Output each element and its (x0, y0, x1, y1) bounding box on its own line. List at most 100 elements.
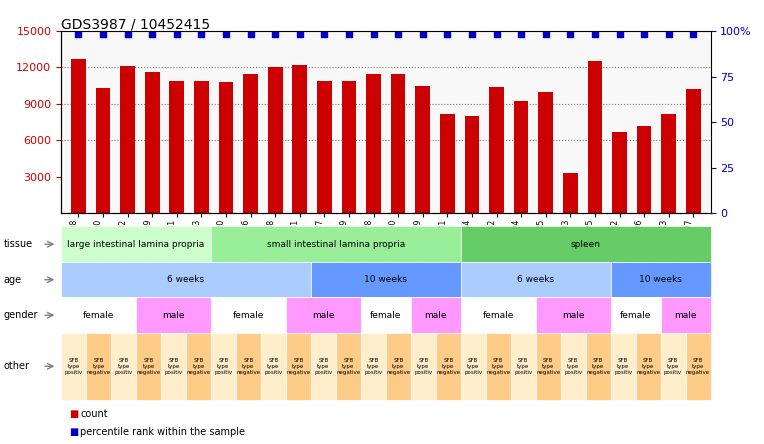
Text: male: male (162, 311, 185, 320)
Text: SFB
type
negative: SFB type negative (586, 358, 610, 375)
Bar (317, 81, 332, 213)
Text: male: male (425, 311, 447, 320)
Text: ■: ■ (69, 427, 78, 437)
Point (441, 30, 453, 37)
Bar (489, 87, 504, 213)
Text: SFB
type
negative: SFB type negative (86, 358, 111, 375)
Bar (144, 72, 160, 213)
Bar (416, 86, 430, 213)
Bar (440, 114, 455, 213)
Text: SFB
type
positiv: SFB type positiv (664, 358, 682, 375)
Point (367, 30, 380, 37)
Text: female: female (233, 311, 264, 320)
Text: SFB
type
positiv: SFB type positiv (465, 358, 482, 375)
Bar (563, 173, 578, 213)
Point (392, 30, 404, 37)
Text: 10 weeks: 10 weeks (364, 275, 407, 284)
Point (73, 30, 85, 37)
Point (638, 30, 650, 37)
Point (170, 30, 183, 37)
Bar (662, 114, 676, 213)
Text: SFB
type
negative: SFB type negative (286, 358, 310, 375)
Text: SFB
type
negative: SFB type negative (636, 358, 660, 375)
Point (687, 30, 699, 37)
Bar (513, 102, 529, 213)
Text: tissue: tissue (4, 239, 33, 249)
Text: age: age (4, 275, 22, 285)
Point (121, 30, 134, 37)
Text: female: female (370, 311, 402, 320)
Point (589, 30, 601, 37)
Bar (465, 116, 479, 213)
Point (490, 30, 503, 37)
Point (97, 30, 109, 37)
Text: SFB
type
positiv: SFB type positiv (164, 358, 183, 375)
Point (613, 30, 626, 37)
Text: large intestinal lamina propria: large intestinal lamina propria (67, 240, 205, 249)
Bar (71, 59, 86, 213)
Point (662, 30, 675, 37)
Text: female: female (83, 311, 115, 320)
Point (416, 30, 429, 37)
Text: ■: ■ (69, 409, 78, 420)
Text: count: count (80, 409, 108, 420)
Bar (390, 74, 406, 213)
Text: spleen: spleen (571, 240, 601, 249)
Text: SFB
type
positiv: SFB type positiv (564, 358, 582, 375)
Text: GDS3987 / 10452415: GDS3987 / 10452415 (61, 18, 210, 32)
Bar (342, 81, 356, 213)
Bar (686, 89, 701, 213)
Text: SFB
type
positiv: SFB type positiv (115, 358, 133, 375)
Text: male: male (675, 311, 697, 320)
Bar (120, 66, 135, 213)
Bar (267, 67, 283, 213)
Bar (588, 61, 602, 213)
Bar (194, 81, 209, 213)
Bar (612, 132, 627, 213)
Point (146, 30, 158, 37)
Point (466, 30, 478, 37)
Text: SFB
type
negative: SFB type negative (387, 358, 410, 375)
Point (319, 30, 331, 37)
Bar (170, 81, 184, 213)
Text: percentile rank within the sample: percentile rank within the sample (80, 427, 245, 437)
Text: gender: gender (4, 310, 38, 320)
Text: SFB
type
negative: SFB type negative (686, 358, 710, 375)
Text: SFB
type
positiv: SFB type positiv (364, 358, 383, 375)
Text: male: male (312, 311, 335, 320)
Point (269, 30, 281, 37)
Text: SFB
type
positiv: SFB type positiv (314, 358, 332, 375)
Text: SFB
type
negative: SFB type negative (486, 358, 510, 375)
Text: small intestinal lamina propria: small intestinal lamina propria (267, 240, 405, 249)
Text: SFB
type
positiv: SFB type positiv (614, 358, 632, 375)
Text: SFB
type
negative: SFB type negative (536, 358, 560, 375)
Text: SFB
type
negative: SFB type negative (186, 358, 211, 375)
Text: SFB
type
negative: SFB type negative (336, 358, 361, 375)
Point (564, 30, 576, 37)
Point (196, 30, 208, 37)
Point (220, 30, 232, 37)
Text: SFB
type
positiv: SFB type positiv (64, 358, 83, 375)
Bar (539, 92, 553, 213)
Bar (366, 74, 381, 213)
Text: SFB
type
positiv: SFB type positiv (264, 358, 283, 375)
Point (244, 30, 257, 37)
Point (343, 30, 355, 37)
Bar (96, 88, 110, 213)
Point (539, 30, 552, 37)
Bar (636, 126, 652, 213)
Text: SFB
type
positiv: SFB type positiv (414, 358, 432, 375)
Bar (243, 74, 258, 213)
Text: SFB
type
negative: SFB type negative (236, 358, 261, 375)
Text: female: female (620, 311, 651, 320)
Bar (293, 65, 307, 213)
Text: SFB
type
negative: SFB type negative (436, 358, 461, 375)
Point (293, 30, 306, 37)
Text: other: other (4, 361, 30, 371)
Text: 6 weeks: 6 weeks (167, 275, 205, 284)
Text: SFB
type
positiv: SFB type positiv (215, 358, 232, 375)
Text: male: male (562, 311, 584, 320)
Text: female: female (483, 311, 514, 320)
Text: SFB
type
negative: SFB type negative (137, 358, 160, 375)
Point (515, 30, 527, 37)
